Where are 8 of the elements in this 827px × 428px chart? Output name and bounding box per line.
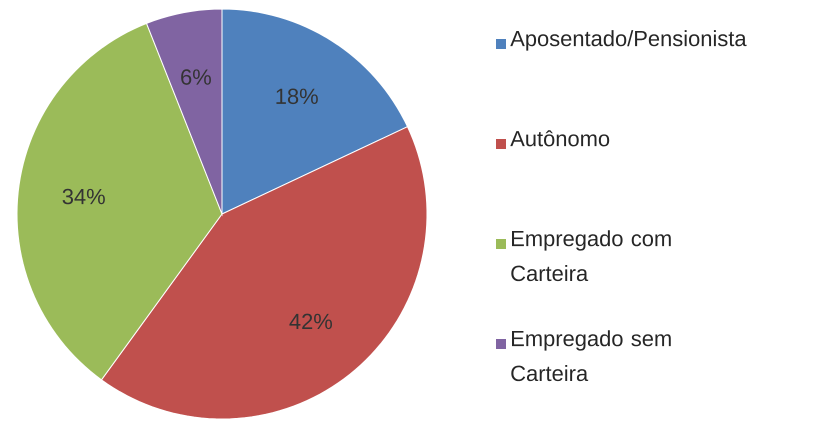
data-label: 42% xyxy=(289,314,332,330)
data-label: 34% xyxy=(62,188,105,204)
legend-label: Aposentado/Pensionista xyxy=(510,30,747,51)
data-label: 18% xyxy=(276,88,318,104)
legend-label: Autônomo xyxy=(510,130,610,146)
legend-label: Empregado sem Carteira xyxy=(511,330,671,382)
data-label: 6% xyxy=(181,69,211,85)
legend-label: Empregado com Carteira xyxy=(511,230,671,282)
